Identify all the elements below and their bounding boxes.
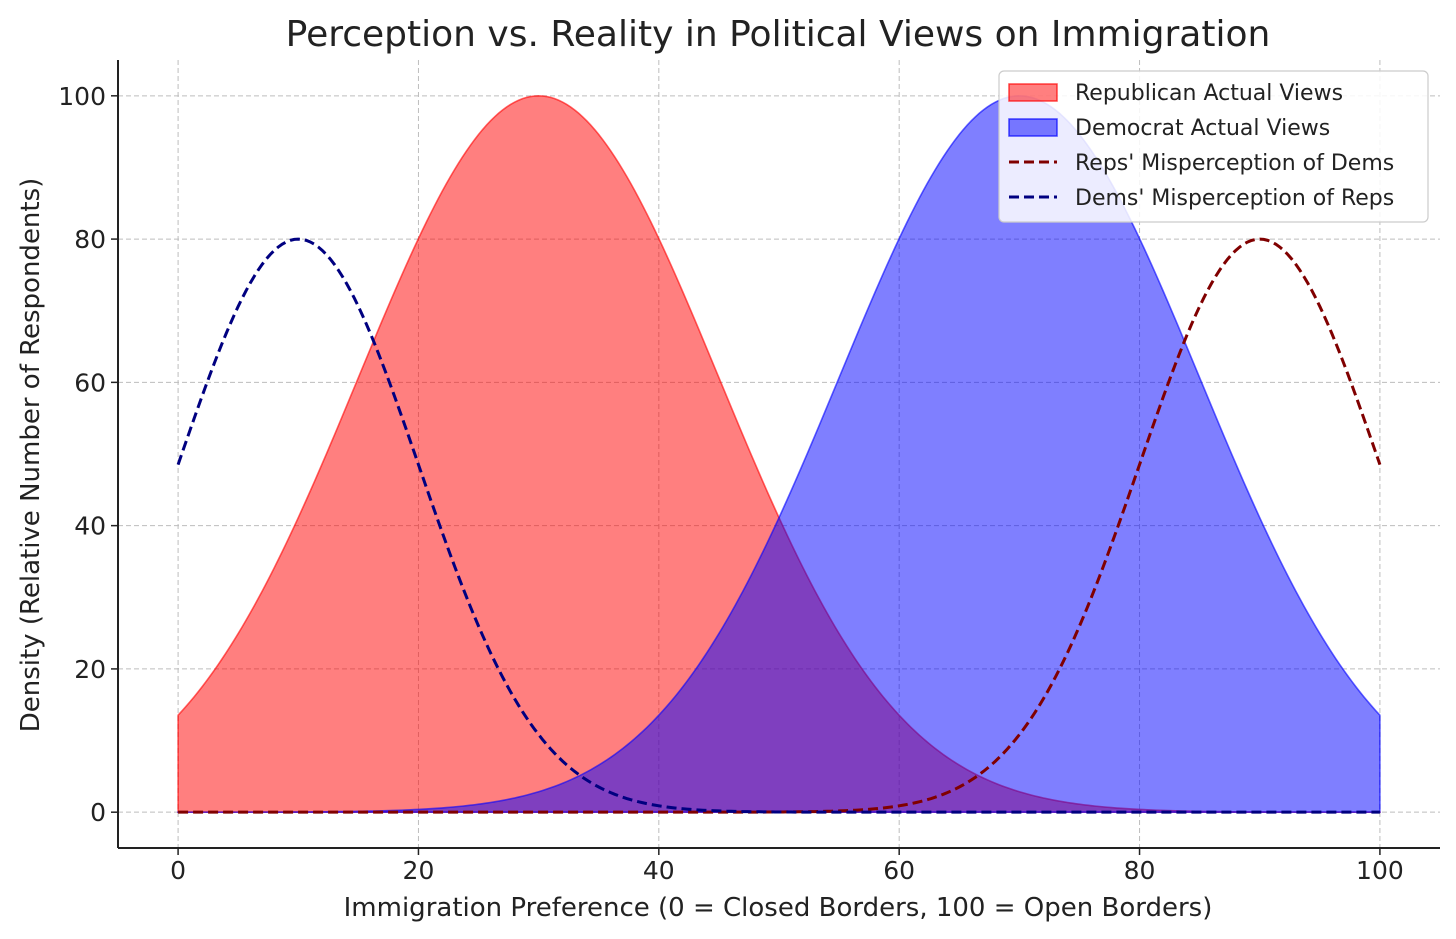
x-tick-label-40: 40 <box>643 856 675 885</box>
legend-label-republican-actual-views: Republican Actual Views <box>1075 81 1343 106</box>
x-ticks: 0 20 40 60 80 100 <box>170 848 1404 885</box>
legend: Republican Actual Views Democrat Actual V… <box>998 70 1429 223</box>
legend-frame <box>998 70 1429 223</box>
y-tick-label-100: 100 <box>58 82 106 111</box>
legend-swatch-republican-actual-views <box>1008 83 1058 102</box>
x-tick-label-80: 80 <box>1124 856 1156 885</box>
legend-label-dems-misperception-of-reps: Dems' Misperception of Reps <box>1075 186 1394 211</box>
series-line-dems-misperception-of-reps <box>176 237 1380 814</box>
y-ticks: 0 20 40 60 80 100 <box>58 82 118 827</box>
axes <box>117 60 1440 849</box>
series-layer <box>176 95 1382 814</box>
x-tick-label-100: 100 <box>1356 856 1404 885</box>
y-tick-label-20: 20 <box>74 655 106 684</box>
x-tick-label-0: 0 <box>170 856 186 885</box>
y-tick-label-0: 0 <box>90 798 106 827</box>
legend-swatch-democrat-actual-views <box>1008 118 1058 137</box>
y-tick-label-40: 40 <box>74 512 106 541</box>
chart-title: Perception vs. Reality in Political View… <box>286 14 1271 55</box>
x-axis-label: Immigration Preference (0 = Closed Borde… <box>344 893 1213 923</box>
legend-label-democrat-actual-views: Democrat Actual Views <box>1075 116 1330 141</box>
y-tick-label-80: 80 <box>74 225 106 254</box>
y-tick-label-60: 60 <box>74 368 106 397</box>
y-axis-label: Density (Relative Number of Respondents) <box>16 178 46 733</box>
x-tick-label-60: 60 <box>883 856 915 885</box>
legend-label-reps-misperception-of-dems: Reps' Misperception of Dems <box>1075 151 1394 176</box>
x-tick-label-20: 20 <box>403 856 435 885</box>
